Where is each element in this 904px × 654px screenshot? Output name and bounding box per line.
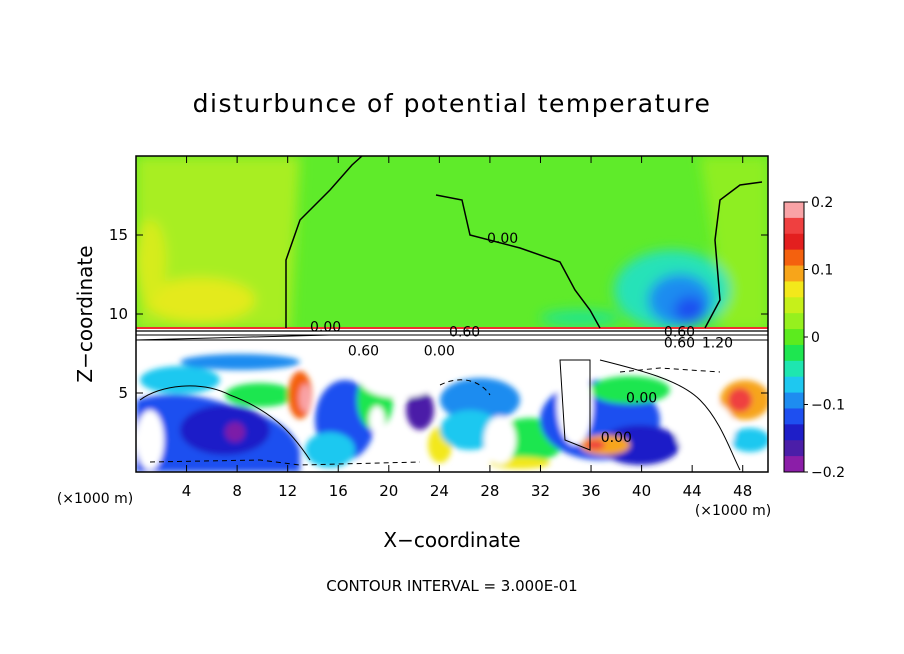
contour-labels: 0.000.00 0.600.60 0.000.600.60 1.200.000.00 [310, 231, 733, 446]
contour-label: 0.00 [487, 231, 518, 247]
contour-label: 0.60 [664, 335, 695, 351]
contour-label: 0.00 [310, 320, 341, 336]
y-axis-ticks: 5 10 15 [109, 226, 768, 402]
colorbar-tick-labels: 0.2 0.1 0 −0.1 −0.2 [804, 195, 845, 481]
colorbar-swatch [784, 297, 804, 314]
green-ring-left [225, 383, 295, 407]
chart-title: disturbunce of potential temperature [193, 89, 712, 118]
colorbar-swatch [784, 440, 804, 457]
colorbar-swatch [784, 249, 804, 267]
contour-label: 0.00 [601, 430, 632, 446]
x-tick-label: 44 [683, 482, 702, 500]
colorbar-swatch [784, 408, 804, 425]
pink-blob [299, 384, 311, 412]
yellow-patch-small [136, 220, 166, 300]
white-right-1 [557, 365, 593, 445]
colorbar-swatch [784, 281, 804, 298]
y-axis-label: Z−coordinate [73, 245, 97, 382]
colorbar-swatch [784, 217, 804, 235]
colorbar-tick-label: −0.1 [811, 398, 845, 414]
x-axis-ticks: 4 8 12 16 20 24 28 32 36 40 44 48 [182, 156, 752, 500]
x-tick-label: 12 [278, 482, 297, 500]
x-tick-label: 8 [232, 482, 242, 500]
contour-label: 0.60 [449, 324, 480, 340]
colorbar-swatch [784, 233, 804, 251]
x-tick-label: 32 [531, 482, 550, 500]
blue-strip-top [180, 354, 300, 370]
y-tick-label: 5 [118, 384, 128, 402]
x-tick-label: 16 [329, 482, 348, 500]
x-tick-label: 28 [480, 482, 499, 500]
contour-dashed-3 [439, 379, 491, 396]
y-tick-label: 15 [109, 226, 128, 244]
colorbar-swatch [784, 313, 804, 330]
contour-zero-upper [285, 156, 763, 329]
upper-right-yellowgreen [700, 156, 768, 330]
green-right [590, 376, 670, 404]
white-center-left [360, 362, 440, 398]
contour-label: 1.20 [702, 335, 733, 351]
red-far-right [728, 388, 752, 412]
colorbar-swatch [784, 344, 804, 362]
contour-dashed-1 [149, 459, 421, 466]
y-tick-label: 10 [109, 305, 128, 323]
colorbar-swatch [784, 329, 804, 346]
colorbar [784, 202, 804, 473]
contour-lower-1 [139, 385, 311, 461]
colorbar-tick-label: 0 [811, 330, 820, 346]
x-tick-label: 4 [182, 482, 192, 500]
contour-label: 0.00 [626, 391, 657, 407]
colorbar-swatch [784, 360, 804, 378]
colorbar-swatch [784, 265, 804, 282]
cyan-left [140, 366, 220, 394]
dark-blue-right [600, 425, 680, 465]
interface-band [136, 328, 768, 350]
dark-blue-left [180, 405, 270, 455]
white-right-2 [675, 400, 735, 460]
x-tick-label: 20 [379, 482, 398, 500]
x-unit-left: (×1000 m) [57, 491, 133, 507]
cyan-mid [305, 432, 355, 468]
blue-center [440, 378, 520, 422]
white-mid-2 [484, 416, 516, 464]
contour-label: 0.60 [664, 324, 695, 340]
colorbar-tick-label: 0.1 [811, 263, 833, 279]
x-tick-label: 48 [733, 482, 752, 500]
contour-lower-2 [599, 359, 741, 471]
colorbar-tick-label: −0.2 [811, 465, 845, 481]
white-mid-1 [369, 406, 385, 434]
purple-left [225, 422, 245, 442]
x-tick-label: 40 [632, 482, 651, 500]
colorbar-swatch [784, 392, 804, 409]
colorbar-tick-label: 0.2 [811, 195, 833, 211]
white-left-1 [136, 410, 164, 470]
colorbar-swatch [784, 456, 804, 473]
teal-strip [540, 310, 620, 326]
x-tick-label: 36 [581, 482, 600, 500]
contour-zero-left [136, 334, 331, 341]
x-axis-label: X−coordinate [383, 528, 520, 552]
contour-lower-3 [559, 359, 591, 451]
x-tick-label: 24 [430, 482, 449, 500]
contour-label: 0.00 [424, 343, 455, 359]
cyan-far-right [730, 428, 768, 452]
purple-mid [406, 390, 434, 430]
contour-dashed-2 [619, 367, 721, 373]
x-unit-right: (×1000 m) [695, 503, 771, 519]
colorbar-swatch [784, 424, 804, 441]
yellow-patch-left [145, 278, 255, 322]
contour-interval-label: CONTOUR INTERVAL = 3.000E-01 [326, 577, 577, 595]
plot-area: 0.000.00 0.600.60 0.000.600.60 1.200.000.00 [136, 156, 768, 472]
colorbar-swatch [784, 202, 804, 219]
blue-core [674, 296, 706, 324]
contour-label: 0.60 [348, 343, 379, 359]
colorbar-swatch [784, 376, 804, 394]
